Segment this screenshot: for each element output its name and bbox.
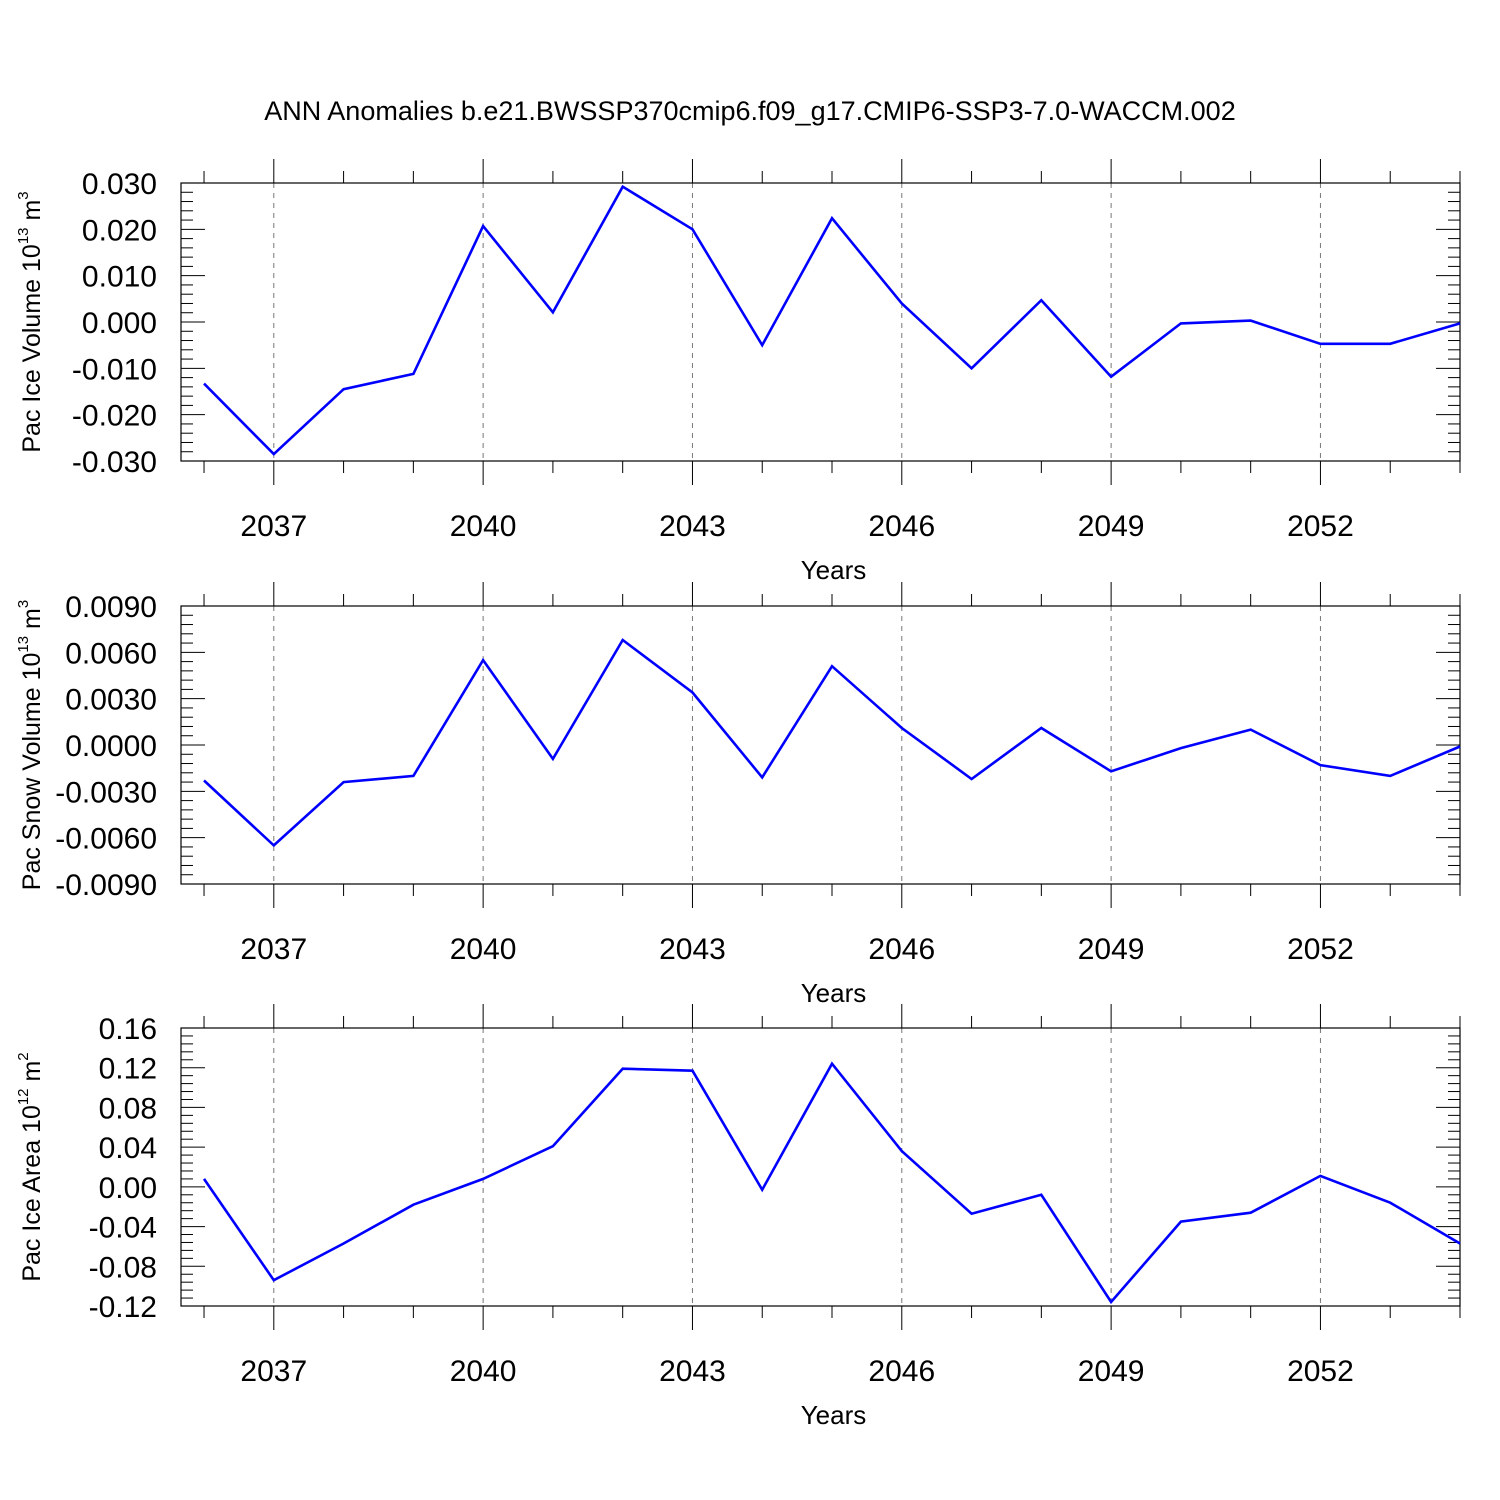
y-tick-label: 0.0000 bbox=[65, 730, 157, 763]
y-axis-label-exp: 13 bbox=[15, 227, 32, 244]
y-tick-label: -0.010 bbox=[72, 353, 157, 386]
x-axis-label: Years bbox=[801, 978, 867, 1008]
x-tick-label: 2046 bbox=[868, 510, 935, 543]
x-axis-label: Years bbox=[801, 1400, 867, 1430]
x-tick-label: 2046 bbox=[868, 933, 935, 966]
panel-3: -0.12 -0.08 -0.04 0.00 0.04 0.08 0.12 0.16 2037 2… bbox=[15, 1004, 1461, 1430]
x-tick-label: 2049 bbox=[1078, 1355, 1145, 1388]
y-axis-label-base: Pac Ice Volume 10 bbox=[18, 244, 46, 452]
y-axis-label-unit-exp: 3 bbox=[15, 191, 32, 199]
y-tick-label: -0.0060 bbox=[55, 823, 157, 856]
y-axis-label-unit-exp: 3 bbox=[15, 600, 32, 608]
y-tick-label: -0.12 bbox=[89, 1291, 157, 1324]
y-tick-label: 0.0090 bbox=[65, 591, 157, 624]
y-tick-label: -0.0030 bbox=[55, 776, 157, 809]
y-tick-label: 0.010 bbox=[82, 261, 157, 294]
y-axis-label-unit-exp: 2 bbox=[15, 1052, 32, 1060]
x-tick-label: 2043 bbox=[659, 933, 726, 966]
y-tick-label: 0.04 bbox=[99, 1132, 157, 1165]
figure-title: ANN Anomalies b.e21.BWSSP370cmip6.f09_g1… bbox=[264, 96, 1235, 126]
x-tick-label: 2043 bbox=[659, 1355, 726, 1388]
x-tick-label: 2049 bbox=[1078, 510, 1145, 543]
x-tick-label: 2040 bbox=[450, 510, 517, 543]
x-axis-label: Years bbox=[801, 555, 867, 585]
y-tick-label: -0.020 bbox=[72, 400, 157, 433]
y-tick-label: 0.16 bbox=[99, 1013, 157, 1046]
y-tick-label: -0.08 bbox=[89, 1251, 157, 1284]
y-axis-label-unit: m bbox=[18, 608, 46, 636]
y-axis-label-unit: m bbox=[18, 1061, 46, 1089]
x-tick-label: 2052 bbox=[1287, 510, 1354, 543]
series-line bbox=[203, 638, 1461, 848]
x-tick-label: 2043 bbox=[659, 510, 726, 543]
panels: -0.030-0.020-0.0100.0000.0100.0200.03020… bbox=[15, 159, 1461, 1430]
x-tick-label: 2052 bbox=[1287, 1355, 1354, 1388]
y-axis-label: Pac Ice Area 1012 m2 bbox=[15, 1052, 46, 1281]
x-tick-label: 2040 bbox=[450, 933, 517, 966]
y-tick-label: 0.030 bbox=[82, 168, 157, 201]
y-tick-label: 0.12 bbox=[99, 1053, 157, 1086]
x-tick-label: 2040 bbox=[450, 1355, 517, 1388]
plot-frame bbox=[180, 1027, 1461, 1307]
y-axis-label-exp: 13 bbox=[15, 636, 32, 653]
x-tick-label: 2037 bbox=[240, 1355, 307, 1388]
x-tick-label: 2037 bbox=[240, 933, 307, 966]
plot-frame bbox=[180, 182, 1461, 462]
y-tick-label: 0.00 bbox=[99, 1172, 157, 1205]
y-axis-label-base: Pac Ice Area 10 bbox=[18, 1105, 46, 1282]
series-line bbox=[202, 1061, 1461, 1305]
series-line bbox=[203, 184, 1461, 456]
y-tick-label: 0.000 bbox=[82, 307, 157, 340]
y-tick-label: -0.04 bbox=[89, 1212, 157, 1245]
x-tick-label: 2052 bbox=[1287, 933, 1354, 966]
panel-1: -0.030 -0.020 -0.010 0.000 0.010 0.020 0.030 20… bbox=[15, 159, 1461, 585]
x-tick-label: 2046 bbox=[868, 1355, 935, 1388]
y-tick-label: 0.0030 bbox=[65, 684, 157, 717]
y-axis-label-unit: m bbox=[18, 200, 46, 228]
plot-frame bbox=[180, 605, 1461, 885]
x-tick-label: 2049 bbox=[1078, 933, 1145, 966]
y-tick-label: 0.08 bbox=[99, 1092, 157, 1125]
x-tick-label: 2037 bbox=[240, 510, 307, 543]
y-tick-label: -0.0090 bbox=[55, 869, 157, 902]
y-axis-label-base: Pac Snow Volume 10 bbox=[18, 653, 46, 891]
panel-2: -0.0090 -0.0060 -0.0030 0.0000 0.0030 0.0060 0… bbox=[15, 582, 1461, 1008]
y-tick-label: 0.020 bbox=[82, 214, 157, 247]
y-tick-label: -0.030 bbox=[72, 446, 157, 479]
y-axis-label: Pac Snow Volume 1013 m3 bbox=[15, 600, 46, 890]
y-tick-label: 0.0060 bbox=[65, 637, 157, 670]
y-axis-label: Pac Ice Volume 1013 m3 bbox=[15, 191, 46, 452]
y-axis-label-exp: 12 bbox=[15, 1088, 32, 1105]
